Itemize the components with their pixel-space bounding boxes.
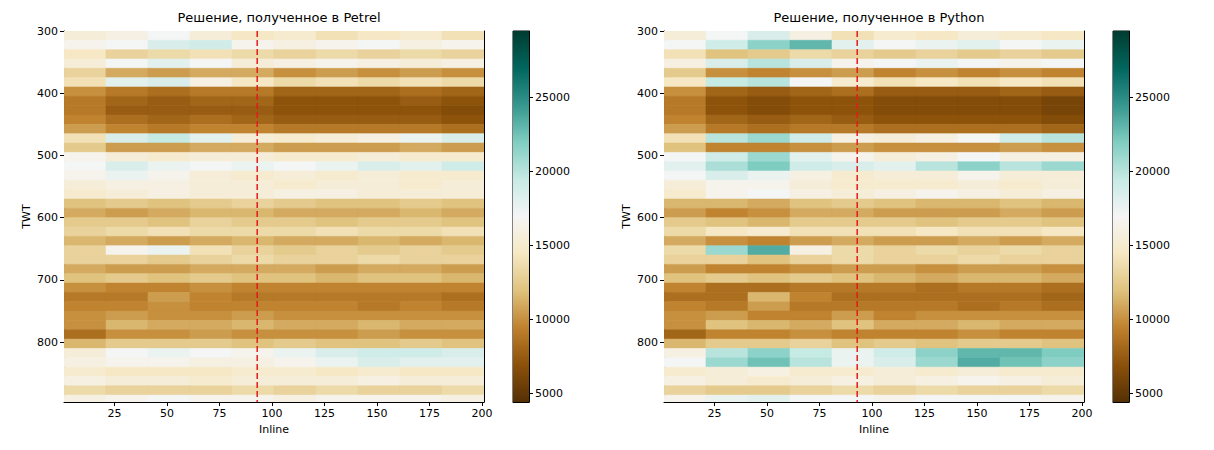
svg-text:800: 800 [637,336,658,349]
svg-text:75: 75 [812,407,826,420]
svg-text:100: 100 [261,407,282,420]
svg-text:500: 500 [637,149,658,162]
svg-text:Решение, полученное в Python: Решение, полученное в Python [773,10,984,25]
svg-text:25000: 25000 [1135,91,1170,104]
svg-text:15000: 15000 [535,239,570,252]
svg-text:800: 800 [37,336,58,349]
svg-text:25: 25 [107,407,121,420]
svg-text:75: 75 [212,407,226,420]
svg-text:15000: 15000 [1135,239,1170,252]
svg-text:125: 125 [314,407,335,420]
svg-text:20000: 20000 [535,165,570,178]
svg-text:50: 50 [160,407,174,420]
svg-text:700: 700 [37,273,58,286]
svg-text:150: 150 [966,407,987,420]
svg-text:700: 700 [637,273,658,286]
svg-text:Inline: Inline [259,423,289,436]
svg-text:25: 25 [707,407,721,420]
svg-text:Inline: Inline [859,423,889,436]
svg-text:500: 500 [37,149,58,162]
svg-text:175: 175 [419,407,440,420]
svg-text:10000: 10000 [1135,313,1170,326]
svg-text:5000: 5000 [1135,387,1163,400]
svg-text:10000: 10000 [535,313,570,326]
svg-text:300: 300 [37,25,58,38]
svg-text:200: 200 [471,407,492,420]
svg-text:50: 50 [760,407,774,420]
svg-text:100: 100 [861,407,882,420]
svg-text:TWT: TWT [620,204,633,230]
svg-text:400: 400 [637,87,658,100]
svg-text:5000: 5000 [535,387,563,400]
svg-text:150: 150 [366,407,387,420]
svg-text:125: 125 [914,407,935,420]
svg-text:20000: 20000 [1135,165,1170,178]
svg-text:175: 175 [1019,407,1040,420]
svg-text:25000: 25000 [535,91,570,104]
svg-text:300: 300 [637,25,658,38]
svg-text:Решение, полученное в Petrel: Решение, полученное в Petrel [177,10,380,25]
svg-text:600: 600 [637,211,658,224]
svg-text:TWT: TWT [20,204,33,230]
svg-text:200: 200 [1071,407,1092,420]
svg-text:600: 600 [37,211,58,224]
svg-text:400: 400 [37,87,58,100]
